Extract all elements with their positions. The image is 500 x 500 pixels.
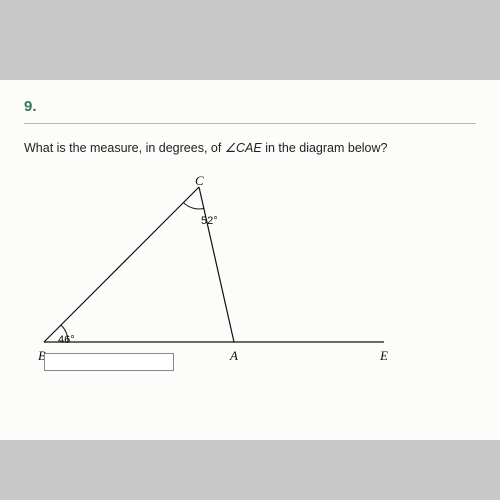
geometry-diagram: 46°52°BAEC	[24, 167, 404, 377]
point-label-C: C	[195, 173, 204, 189]
question-text: What is the measure, in degrees, of ∠CAE…	[24, 140, 476, 155]
point-label-E: E	[380, 348, 388, 364]
divider	[24, 123, 476, 124]
question-number: 9.	[24, 98, 476, 115]
answer-input[interactable]	[44, 353, 174, 371]
angle-label-C: 52°	[201, 215, 218, 227]
angle-name: CAE	[236, 141, 262, 155]
question-text-post: in the diagram below?	[262, 141, 388, 155]
angle-symbol: ∠	[225, 141, 236, 155]
diagram-svg	[24, 167, 404, 377]
angle-arc-C	[184, 203, 204, 209]
segment-CA	[199, 187, 234, 342]
segment-BC	[44, 187, 199, 342]
worksheet-paper: 9. What is the measure, in degrees, of ∠…	[0, 80, 500, 440]
photo-bottom-band	[0, 440, 500, 500]
point-label-A: A	[230, 348, 238, 364]
question-text-pre: What is the measure, in degrees, of	[24, 141, 225, 155]
photo-top-band	[0, 0, 500, 80]
angle-label-B: 46°	[58, 334, 75, 346]
